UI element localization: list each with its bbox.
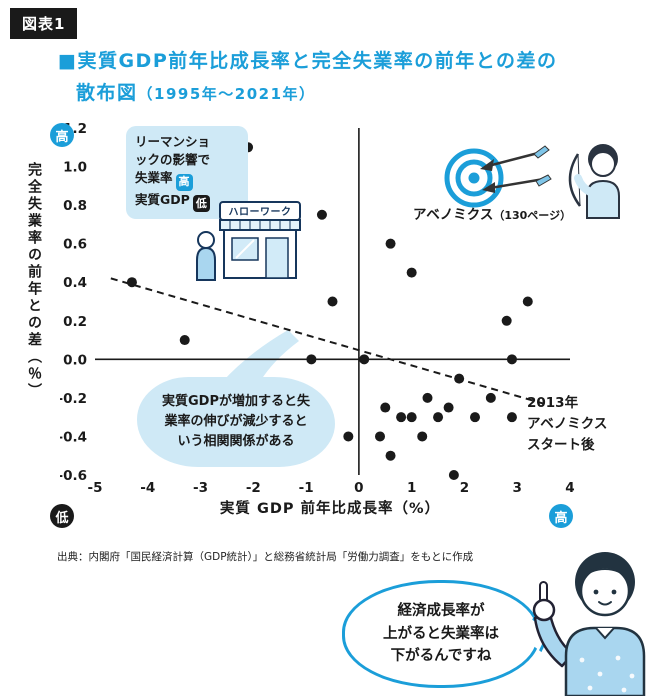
high-mini-badge: 高	[175, 173, 193, 191]
scatter-point	[443, 402, 454, 413]
abenomics-page-ref: （130ページ）	[493, 209, 572, 222]
scatter-point	[506, 354, 517, 365]
start2013-line2: アベノミクス	[527, 415, 608, 432]
scatter-point	[126, 277, 137, 288]
title-line2-years: （1995年～2021年）	[137, 85, 316, 103]
scatter-point	[359, 354, 370, 365]
abenomics-start-label: 2013年 アベノミクス スタート後	[527, 393, 643, 456]
low-mini-badge: 低	[192, 195, 210, 213]
y-tick-label: 1.0	[63, 160, 87, 176]
scatter-point	[422, 392, 433, 403]
hellowork-building-icon: ハローワーク	[219, 201, 301, 279]
x-tick-label: -2	[246, 480, 261, 496]
x-tick-label: 1	[407, 480, 416, 496]
page-title: ■実質GDP前年比成長率と完全失業率の前年との差の 散布図（1995年～2021…	[58, 46, 558, 105]
scatter-point	[470, 412, 480, 423]
speech-bubble: 経済成長率が 上がると失業率は 下がるんですね	[342, 580, 540, 688]
bubble-line3: 下がるんですね	[390, 648, 492, 665]
scatter-point	[406, 267, 417, 278]
abenomics-label: アベノミクス（130ページ）	[413, 203, 571, 223]
trend-line	[110, 277, 544, 405]
source-credit: 出典：内閣府「国民経済計算（GDP統計）」と総務省統計局「労働力調査」をもとに作…	[57, 551, 474, 563]
cloud-line3: いう相関関係がある	[177, 434, 295, 450]
hellowork-sign-text: ハローワーク	[229, 206, 292, 218]
arrow-icons	[480, 145, 552, 193]
lehman-line3-text: 失業率	[135, 170, 173, 186]
y-tick-label: 0.6	[63, 237, 87, 253]
start2013-line1: 2013年	[527, 395, 579, 411]
y-axis-low-badge: 低	[50, 504, 74, 528]
scatter-point	[375, 431, 385, 442]
bubble-line1: 経済成長率が	[397, 603, 485, 620]
x-axis-high-badge: 高	[549, 504, 573, 528]
cloud-line2: 業率の伸びが減少すると	[164, 413, 308, 429]
scatter-point	[454, 373, 465, 384]
title-line1: ■実質GDP前年比成長率と完全失業率の前年との差の	[58, 50, 558, 72]
lehman-line4: 実質GDP 低	[135, 191, 239, 213]
y-tick-label: 0.4	[63, 275, 87, 291]
scatter-point	[316, 209, 327, 220]
narrator-person-illustration	[532, 552, 646, 696]
scatter-point	[417, 431, 428, 442]
correlation-cloud-callout: 実質GDPが増加すると失 業率の伸びが減少すると いう相関関係がある	[137, 377, 335, 467]
scatter-point	[343, 431, 354, 442]
scatter-point	[501, 315, 512, 326]
x-tick-label: -3	[193, 480, 208, 496]
x-tick-label: 0	[354, 480, 363, 496]
scatter-point	[179, 335, 190, 346]
y-axis-title: 完全失業率の前年との差（％）	[26, 162, 42, 400]
archer-person-icon	[568, 144, 620, 219]
cloud-line1: 実質GDPが増加すると失	[162, 393, 310, 409]
lehman-line3: 失業率高	[135, 169, 239, 191]
lehman-line2: ックの影響で	[135, 152, 211, 168]
y-tick-label: 0.2	[63, 314, 87, 330]
x-tick-label: 4	[565, 480, 574, 496]
scatter-point	[485, 392, 496, 403]
title-line2-main: 散布図	[76, 82, 138, 104]
y-tick-label: -0.4	[60, 429, 87, 445]
y-tick-label: 0.0	[63, 352, 87, 368]
scatter-point	[327, 296, 338, 307]
lehman-line4-text: 実質GDP	[135, 191, 190, 207]
narrator-person-icon	[532, 552, 646, 696]
y-tick-label: -0.2	[60, 391, 87, 407]
title-line2: 散布図（1995年～2021年）	[76, 78, 558, 105]
target-icon	[444, 148, 504, 208]
scatter-point	[506, 412, 517, 423]
scatter-point	[433, 412, 444, 423]
abenomics-label-text: アベノミクス	[413, 207, 494, 223]
scatter-point	[448, 470, 459, 480]
x-tick-label: -5	[88, 480, 103, 496]
y-tick-label: 0.8	[63, 198, 87, 214]
x-tick-label: 3	[513, 480, 522, 496]
abenomics-illustration	[444, 144, 620, 219]
scatter-point	[306, 354, 317, 365]
hellowork-person-icon	[196, 231, 216, 281]
scatter-point	[380, 402, 391, 413]
x-tick-label: 2	[460, 480, 469, 496]
scatter-point	[385, 450, 396, 461]
x-tick-label: -4	[140, 480, 155, 496]
y-tick-label: -0.6	[60, 468, 87, 484]
start2013-line3: スタート後	[527, 436, 595, 453]
scatter-point	[522, 296, 533, 307]
hellowork-illustration: ハローワーク	[196, 201, 301, 281]
x-tick-label: -1	[299, 480, 314, 496]
y-axis-high-badge: 高	[50, 123, 74, 147]
scatter-point	[406, 412, 417, 423]
lehman-line1: リーマンショ	[135, 134, 211, 149]
x-axis-title: 実質 GDP 前年比成長率（%）	[219, 501, 441, 517]
figure-label: 図表1	[10, 8, 78, 39]
scatter-point	[396, 412, 407, 423]
scatter-point	[385, 238, 396, 249]
bubble-line2: 上がると失業率は	[383, 625, 499, 642]
